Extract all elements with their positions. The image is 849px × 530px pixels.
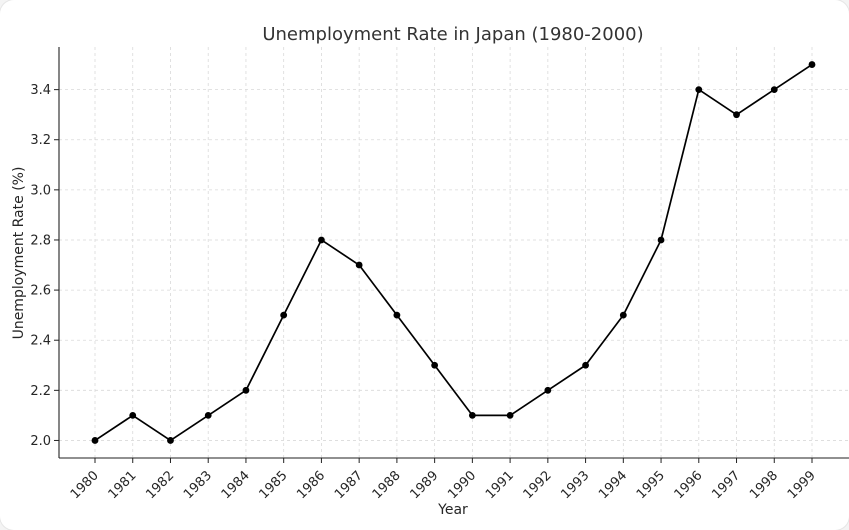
chart-title: Unemployment Rate in Japan (1980-2000): [262, 24, 643, 45]
x-tick-label: 1989: [407, 468, 441, 502]
data-point: [468, 411, 476, 419]
y-tick-label: 3.2: [30, 133, 51, 148]
data-points: [91, 61, 816, 444]
x-axis-label: Year: [437, 502, 468, 518]
x-tick-label: 1999: [785, 468, 819, 502]
data-point: [393, 311, 401, 319]
y-tick-label: 2.8: [30, 233, 51, 248]
x-tick-label: 1990: [445, 468, 479, 502]
data-point: [91, 437, 99, 444]
data-point: [506, 411, 514, 419]
x-tick-label: 1981: [106, 468, 140, 502]
x-tick-label: 1995: [634, 468, 668, 502]
data-point: [770, 86, 778, 94]
series-line: [94, 63, 813, 442]
y-tick-label: 2.2: [30, 384, 51, 399]
y-axis-label: Unemployment Rate (%): [11, 167, 27, 340]
data-point: [355, 261, 363, 269]
y-tick-label: 2.4: [30, 334, 51, 349]
x-tick-label: 1984: [219, 468, 253, 502]
y-tick-label: 2.6: [30, 284, 51, 299]
data-point: [582, 361, 589, 369]
y-tick-label: 3.0: [30, 183, 51, 198]
x-tick-label: 1994: [596, 468, 630, 502]
x-tick-label: 1987: [332, 468, 366, 502]
x-tick-label: 1988: [370, 468, 404, 502]
x-tick-label: 1982: [143, 468, 177, 502]
x-tick-label: 1992: [521, 468, 555, 502]
x-tick-label: 1996: [672, 468, 706, 502]
x-tick-label: 1980: [68, 468, 102, 502]
y-tick-label: 2.0: [30, 434, 51, 449]
x-tick-label: 1985: [257, 468, 291, 502]
data-point: [657, 236, 665, 244]
x-ticks: 1980 1981 1982 1983 1984 1985 1986 1987 1988 1989…: [68, 458, 819, 502]
y-tick-label: 3.4: [30, 83, 51, 98]
data-point: [431, 361, 439, 369]
data-point: [808, 61, 816, 68]
data-point: [695, 86, 703, 94]
x-tick-label: 1991: [483, 468, 517, 502]
y-ticks: 2.0 2.2 2.4 2.6 2.8 3.0 3.2 3.4: [30, 83, 59, 449]
x-tick-label: 1983: [181, 468, 215, 502]
y-gridlines: [59, 89, 849, 441]
data-point: [167, 437, 174, 444]
data-point: [280, 311, 288, 319]
data-point: [204, 411, 212, 419]
x-tick-label: 1993: [558, 468, 592, 502]
data-point: [242, 386, 250, 394]
data-point: [318, 236, 325, 244]
data-point: [619, 311, 627, 319]
x-tick-label: 1998: [747, 468, 781, 502]
axes: [58, 47, 849, 459]
data-point: [544, 386, 552, 394]
data-point: [733, 111, 740, 119]
x-gridlines: [94, 47, 813, 458]
x-tick-label: 1997: [709, 468, 743, 502]
data-point: [129, 411, 137, 419]
x-tick-label: 1986: [294, 468, 328, 502]
